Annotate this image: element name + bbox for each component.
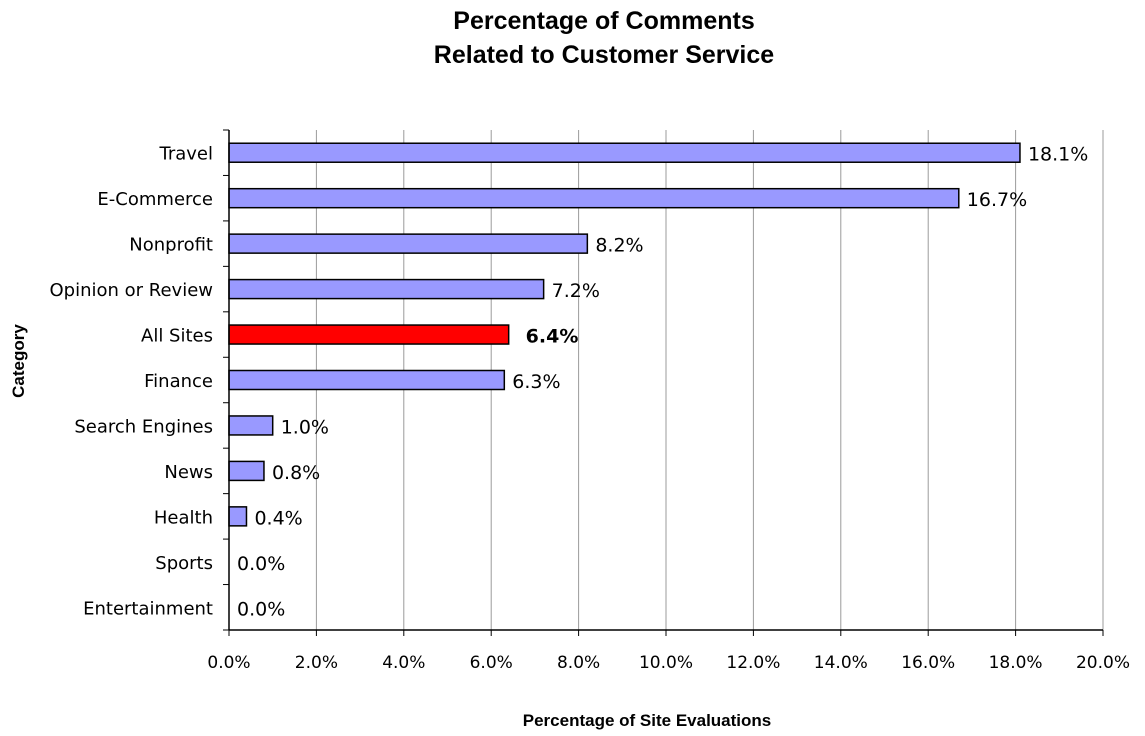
x-tick-label: 20.0% — [1076, 653, 1130, 673]
category-label: Travel — [158, 144, 213, 165]
x-tick-label: 8.0% — [557, 653, 600, 673]
category-label: Health — [154, 507, 213, 528]
data-label: 1.0% — [281, 416, 329, 438]
axes — [223, 129, 1104, 636]
bar-travel — [228, 142, 1021, 163]
y-axis-title: Category — [9, 324, 28, 398]
bars — [228, 142, 1021, 527]
data-label: 6.3% — [512, 371, 560, 393]
bar-e-commerce — [228, 187, 960, 209]
bar-health — [228, 506, 248, 527]
category-label: News — [164, 462, 213, 483]
labels: 0.0% 2.0% 4.0% 6.0% 8.0% 10.0% 12.0% 14.0% 16.0%… — [49, 144, 1130, 673]
bar-news — [228, 460, 265, 482]
gridlines — [315, 130, 1104, 630]
x-tick-label: 16.0% — [901, 653, 955, 673]
bar-finance — [228, 369, 506, 391]
data-label: 18.1% — [1028, 144, 1088, 166]
data-label: 0.8% — [272, 462, 320, 484]
chart-title-line-1: Percentage of Comments — [453, 7, 754, 35]
bar-opinion-or-review — [228, 278, 545, 300]
category-label: Nonprofit — [129, 235, 213, 256]
chart-title-line-2: Related to Customer Service — [434, 41, 774, 69]
category-label: Entertainment — [83, 598, 213, 619]
x-tick-label: 6.0% — [470, 653, 513, 673]
x-tick-label: 18.0% — [989, 653, 1043, 673]
data-label: 0.4% — [254, 507, 302, 529]
x-tick-label: 4.0% — [382, 653, 425, 673]
category-label: Search Engines — [74, 416, 213, 437]
x-tick-label: 10.0% — [639, 653, 693, 673]
data-label: 7.2% — [552, 280, 600, 302]
bar-nonprofit — [228, 233, 589, 254]
data-label: 16.7% — [967, 189, 1027, 211]
category-label: All Sites — [141, 326, 213, 347]
bar-search-engines — [228, 415, 274, 436]
x-tick-label: 0.0% — [207, 653, 250, 673]
data-label: 6.4% — [526, 326, 579, 348]
category-label: Finance — [144, 371, 213, 392]
category-label: Opinion or Review — [49, 280, 213, 301]
category-label: E-Commerce — [97, 189, 213, 210]
x-axis-title: Percentage of Site Evaluations — [523, 711, 771, 730]
x-tick-label: 2.0% — [295, 653, 338, 673]
x-tick-label: 14.0% — [814, 653, 868, 673]
data-label: 8.2% — [595, 235, 643, 257]
x-tick-label: 12.0% — [726, 653, 780, 673]
data-label: 0.0% — [237, 553, 285, 575]
bar-all-sites — [228, 324, 510, 345]
data-label: 0.0% — [237, 598, 285, 620]
category-label: Sports — [155, 553, 213, 574]
